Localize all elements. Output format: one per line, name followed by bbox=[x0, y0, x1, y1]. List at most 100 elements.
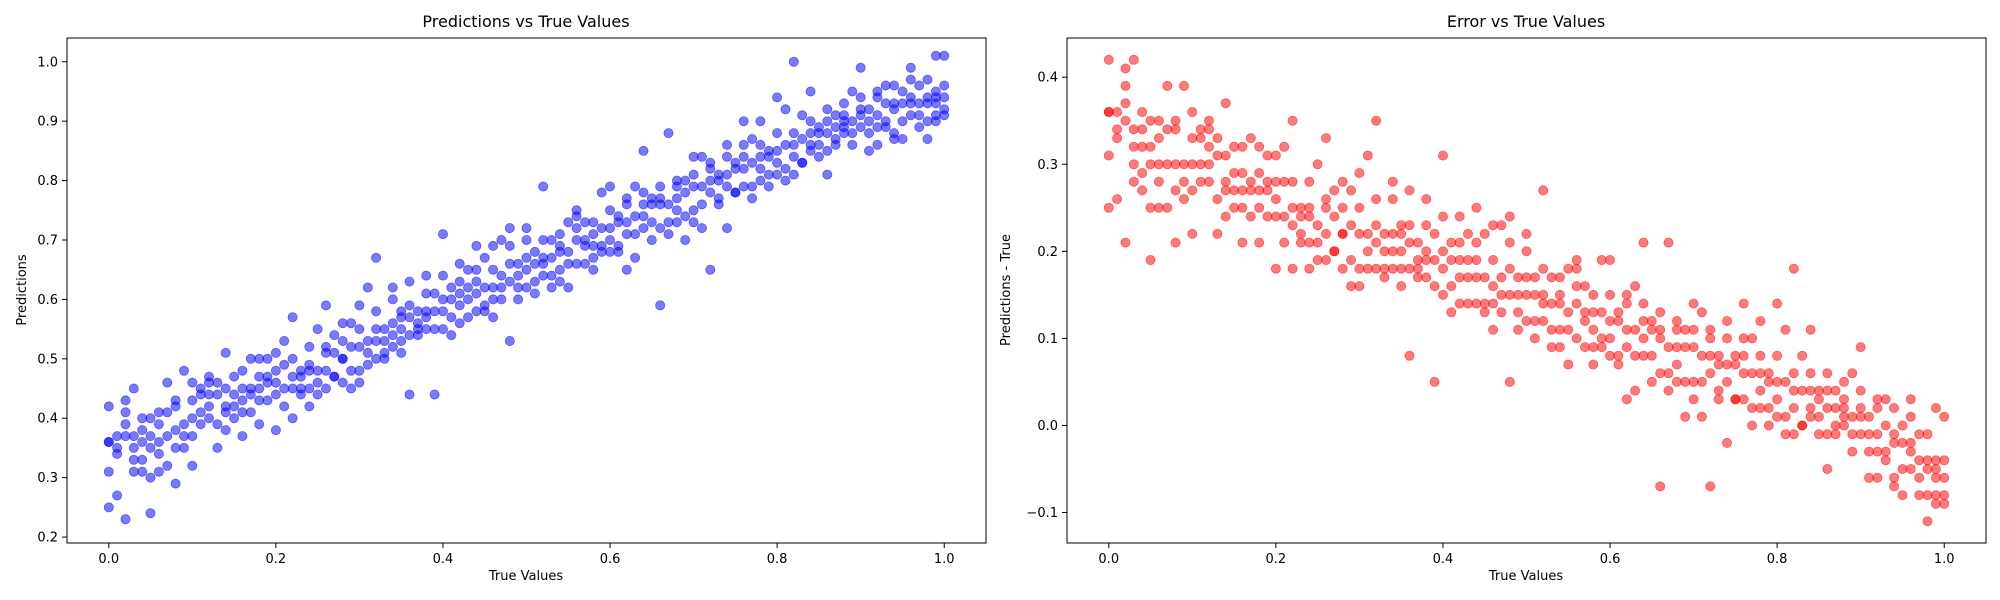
data-point bbox=[596, 187, 607, 198]
data-point bbox=[1137, 167, 1148, 178]
data-point bbox=[1663, 385, 1674, 396]
data-point bbox=[128, 431, 139, 442]
data-point bbox=[1864, 411, 1875, 422]
data-point bbox=[797, 157, 808, 168]
data-point bbox=[396, 347, 407, 358]
data-point bbox=[1797, 385, 1808, 396]
data-point bbox=[1663, 368, 1674, 379]
data-point bbox=[1371, 263, 1382, 274]
data-point bbox=[747, 157, 758, 168]
data-point bbox=[1179, 176, 1190, 187]
data-point bbox=[504, 240, 515, 251]
data-point bbox=[1513, 307, 1524, 318]
data-point bbox=[170, 401, 181, 412]
data-point bbox=[655, 300, 666, 311]
y-tick-label: −0.1 bbox=[1026, 506, 1058, 521]
data-point bbox=[1839, 411, 1850, 422]
data-point bbox=[178, 431, 189, 442]
data-point bbox=[722, 139, 733, 150]
data-point bbox=[680, 211, 691, 222]
data-point bbox=[1471, 272, 1482, 283]
data-point bbox=[1813, 394, 1824, 405]
data-point bbox=[488, 312, 499, 323]
data-point bbox=[1245, 133, 1256, 144]
data-point bbox=[1354, 263, 1365, 274]
data-point bbox=[1120, 237, 1131, 248]
data-point bbox=[1346, 220, 1357, 231]
data-point bbox=[1463, 228, 1474, 239]
data-point bbox=[504, 276, 515, 287]
data-point bbox=[1321, 202, 1332, 213]
data-point bbox=[462, 264, 473, 275]
data-point bbox=[1312, 237, 1323, 248]
chart-title: Predictions vs True Values bbox=[422, 12, 629, 31]
data-point bbox=[788, 151, 799, 162]
y-tick-label: 0.9 bbox=[37, 115, 58, 130]
data-point bbox=[1479, 298, 1490, 309]
data-point bbox=[1813, 411, 1824, 422]
data-point bbox=[1605, 333, 1616, 344]
data-point bbox=[1922, 455, 1933, 466]
data-point bbox=[1521, 315, 1532, 326]
data-point bbox=[1605, 289, 1616, 300]
data-point bbox=[203, 377, 214, 388]
data-point bbox=[220, 383, 231, 394]
data-point bbox=[1304, 202, 1315, 213]
data-point bbox=[588, 252, 599, 263]
data-point bbox=[245, 383, 256, 394]
y-tick-label: 0.4 bbox=[1037, 71, 1058, 86]
data-point bbox=[1872, 429, 1883, 440]
data-point bbox=[295, 371, 306, 382]
data-point bbox=[437, 270, 448, 281]
data-point bbox=[1153, 159, 1164, 170]
data-point bbox=[1254, 167, 1265, 178]
data-point bbox=[738, 116, 749, 127]
data-point bbox=[872, 139, 883, 150]
data-point bbox=[1387, 194, 1398, 205]
data-point bbox=[1772, 298, 1783, 309]
data-point bbox=[1346, 254, 1357, 265]
data-point bbox=[1713, 350, 1724, 361]
data-point bbox=[1747, 402, 1758, 413]
data-point bbox=[1521, 289, 1532, 300]
data-point bbox=[1680, 324, 1691, 335]
data-point bbox=[738, 163, 749, 174]
data-point bbox=[1688, 342, 1699, 353]
data-point bbox=[1696, 307, 1707, 318]
data-point bbox=[1245, 176, 1256, 187]
data-point bbox=[1195, 159, 1206, 170]
data-point bbox=[872, 92, 883, 103]
data-point bbox=[1605, 315, 1616, 326]
data-point bbox=[705, 157, 716, 168]
data-point bbox=[371, 335, 382, 346]
data-point bbox=[1680, 342, 1691, 353]
y-tick-label: 0.6 bbox=[37, 293, 58, 308]
data-point bbox=[254, 419, 265, 430]
data-point bbox=[1713, 385, 1724, 396]
data-point bbox=[713, 175, 724, 186]
data-point bbox=[462, 294, 473, 305]
data-point bbox=[1813, 385, 1824, 396]
data-point bbox=[1128, 54, 1139, 65]
data-point bbox=[638, 187, 649, 198]
data-point bbox=[1830, 402, 1841, 413]
data-point bbox=[454, 258, 465, 269]
data-point bbox=[621, 264, 632, 275]
data-point bbox=[1613, 315, 1624, 326]
data-point bbox=[1212, 194, 1223, 205]
data-point bbox=[279, 383, 290, 394]
data-point bbox=[128, 466, 139, 477]
data-point bbox=[429, 324, 440, 335]
data-point bbox=[237, 407, 248, 418]
data-point bbox=[1321, 228, 1332, 239]
data-point bbox=[638, 211, 649, 222]
data-point bbox=[1329, 185, 1340, 196]
data-point bbox=[1588, 324, 1599, 335]
data-point bbox=[563, 246, 574, 257]
data-point bbox=[805, 128, 816, 139]
data-point bbox=[1655, 368, 1666, 379]
data-point bbox=[529, 276, 540, 287]
data-point bbox=[1713, 394, 1724, 405]
data-point bbox=[270, 425, 281, 436]
data-point bbox=[153, 466, 164, 477]
